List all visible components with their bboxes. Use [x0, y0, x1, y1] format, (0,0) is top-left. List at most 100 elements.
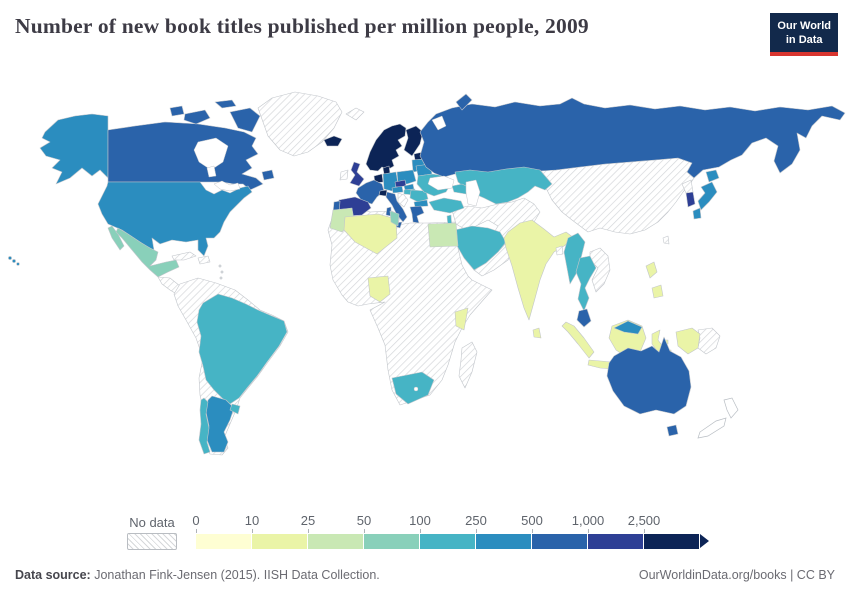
country-algeria[interactable] [343, 213, 398, 255]
legend-segment[interactable] [252, 534, 308, 549]
country-canada-banks-island[interactable] [169, 105, 185, 117]
country-kenya[interactable] [454, 307, 469, 331]
country-norway-sweden[interactable] [365, 123, 407, 172]
country-novaya-zemlya[interactable] [455, 93, 473, 111]
country-new-zealand-north[interactable] [723, 397, 739, 419]
legend-tick-mark [364, 529, 365, 533]
country-japan-honshu[interactable] [697, 181, 718, 211]
country-uruguay[interactable] [229, 403, 241, 415]
country-bulgaria[interactable] [413, 199, 429, 208]
legend-tick-mark [252, 529, 253, 533]
country-switzerland[interactable] [378, 189, 388, 197]
legend-segment[interactable] [364, 534, 420, 549]
country-alaska[interactable] [39, 113, 109, 185]
country-balkans[interactable] [397, 192, 409, 208]
country-myanmar[interactable] [563, 232, 586, 285]
country-usa[interactable] [97, 181, 253, 257]
legend-segment[interactable] [532, 534, 588, 549]
lesotho-enclave [413, 386, 419, 392]
page-title: Number of new book titles published per … [15, 14, 589, 38]
country-hawaii[interactable] [8, 256, 12, 260]
country-uk[interactable] [349, 161, 365, 187]
country-brazil[interactable] [196, 293, 288, 405]
country-greece[interactable] [409, 205, 425, 224]
legend-segment[interactable] [476, 534, 532, 549]
country-ireland[interactable] [339, 169, 349, 181]
country-japan-hokkaido[interactable] [705, 169, 720, 183]
owid-logo-line2: in Data [785, 34, 823, 47]
data-source-text: Jonathan Fink-Jensen (2015). IISH Data C… [90, 568, 380, 582]
country-canada-baffin-island[interactable] [229, 107, 261, 133]
country-india[interactable] [503, 219, 575, 321]
country-sri-lanka[interactable] [532, 327, 542, 339]
country-japan-kyushu[interactable] [692, 207, 702, 220]
country-cuba[interactable] [171, 251, 197, 261]
lesser-antilles-2 [220, 270, 224, 274]
legend-segment[interactable] [644, 534, 700, 549]
country-indonesia-sumatra[interactable] [561, 321, 595, 359]
country-thailand[interactable] [575, 255, 597, 312]
owid-logo[interactable]: Our World in Data [770, 13, 838, 56]
country-tunisia[interactable] [389, 210, 400, 227]
legend-tick-label: 0 [192, 513, 200, 528]
country-malaysia-peninsula[interactable] [576, 308, 592, 328]
country-south-korea[interactable] [685, 191, 696, 208]
legend-tick-mark [644, 529, 645, 533]
country-chile[interactable] [198, 397, 211, 455]
country-north-korea[interactable] [681, 179, 694, 194]
country-egypt[interactable] [427, 222, 459, 248]
country-saudi-arabia[interactable] [454, 225, 507, 271]
country-australia[interactable] [606, 336, 692, 415]
legend-segment[interactable] [588, 534, 644, 549]
legend-tick-label: 50 [356, 513, 372, 528]
caspian-sea [465, 179, 481, 207]
country-nigeria[interactable] [367, 275, 391, 303]
country-iceland[interactable] [323, 135, 343, 147]
country-russia[interactable] [419, 97, 846, 179]
owid-logo-line1: Our World [777, 20, 831, 32]
legend-segment[interactable] [196, 534, 252, 549]
country-italy[interactable] [385, 191, 408, 223]
world-map-svg [8, 91, 846, 456]
country-greenland[interactable] [257, 91, 343, 157]
country-mexico[interactable] [115, 227, 180, 278]
no-data-swatch[interactable] [127, 533, 177, 550]
legend-tick-mark [308, 529, 309, 533]
country-africa-nodata[interactable] [327, 206, 493, 406]
country-turkey[interactable] [428, 197, 465, 214]
footer-link[interactable]: OurWorldinData.org/books | CC BY [638, 568, 835, 582]
country-south-africa[interactable] [391, 371, 435, 405]
country-canada-newfoundland[interactable] [261, 169, 275, 181]
country-finland[interactable] [403, 125, 424, 157]
lesser-antilles-3 [219, 276, 223, 280]
country-taiwan[interactable] [662, 235, 670, 245]
legend-tick-label: 25 [300, 513, 316, 528]
country-indonesia-papua[interactable] [675, 327, 701, 355]
legend-segment[interactable] [308, 534, 364, 549]
country-tasmania[interactable] [666, 424, 679, 437]
legend-tick-mark [532, 529, 533, 533]
country-papua-new-guinea[interactable] [697, 327, 721, 355]
country-bangladesh[interactable] [555, 245, 564, 256]
legend-tick-mark [196, 529, 197, 533]
country-svalbard[interactable] [345, 107, 365, 121]
data-source-note: Data source: Jonathan Fink-Jensen (2015)… [15, 568, 380, 582]
data-source-label: Data source: [15, 568, 91, 582]
country-hawaii-3[interactable] [16, 262, 20, 266]
country-hawaii-2[interactable] [12, 259, 16, 263]
country-canada[interactable] [107, 121, 264, 191]
hudson-bay [193, 137, 229, 171]
country-philippines-luzon[interactable] [645, 261, 658, 279]
country-new-zealand-south[interactable] [697, 417, 727, 439]
no-data-label: No data [129, 515, 175, 530]
country-hispaniola[interactable] [197, 255, 211, 265]
country-canada-ellesmere[interactable] [214, 99, 237, 109]
legend-segment[interactable] [420, 534, 476, 549]
lesser-antilles [218, 264, 222, 268]
country-malaysia-borneo[interactable] [613, 320, 643, 335]
country-canada-victoria-island[interactable] [183, 109, 211, 125]
country-madagascar[interactable] [458, 341, 478, 389]
white-sea [431, 115, 447, 131]
country-philippines-mindanao[interactable] [651, 284, 664, 299]
legend-tick-label: 1,000 [571, 513, 605, 528]
